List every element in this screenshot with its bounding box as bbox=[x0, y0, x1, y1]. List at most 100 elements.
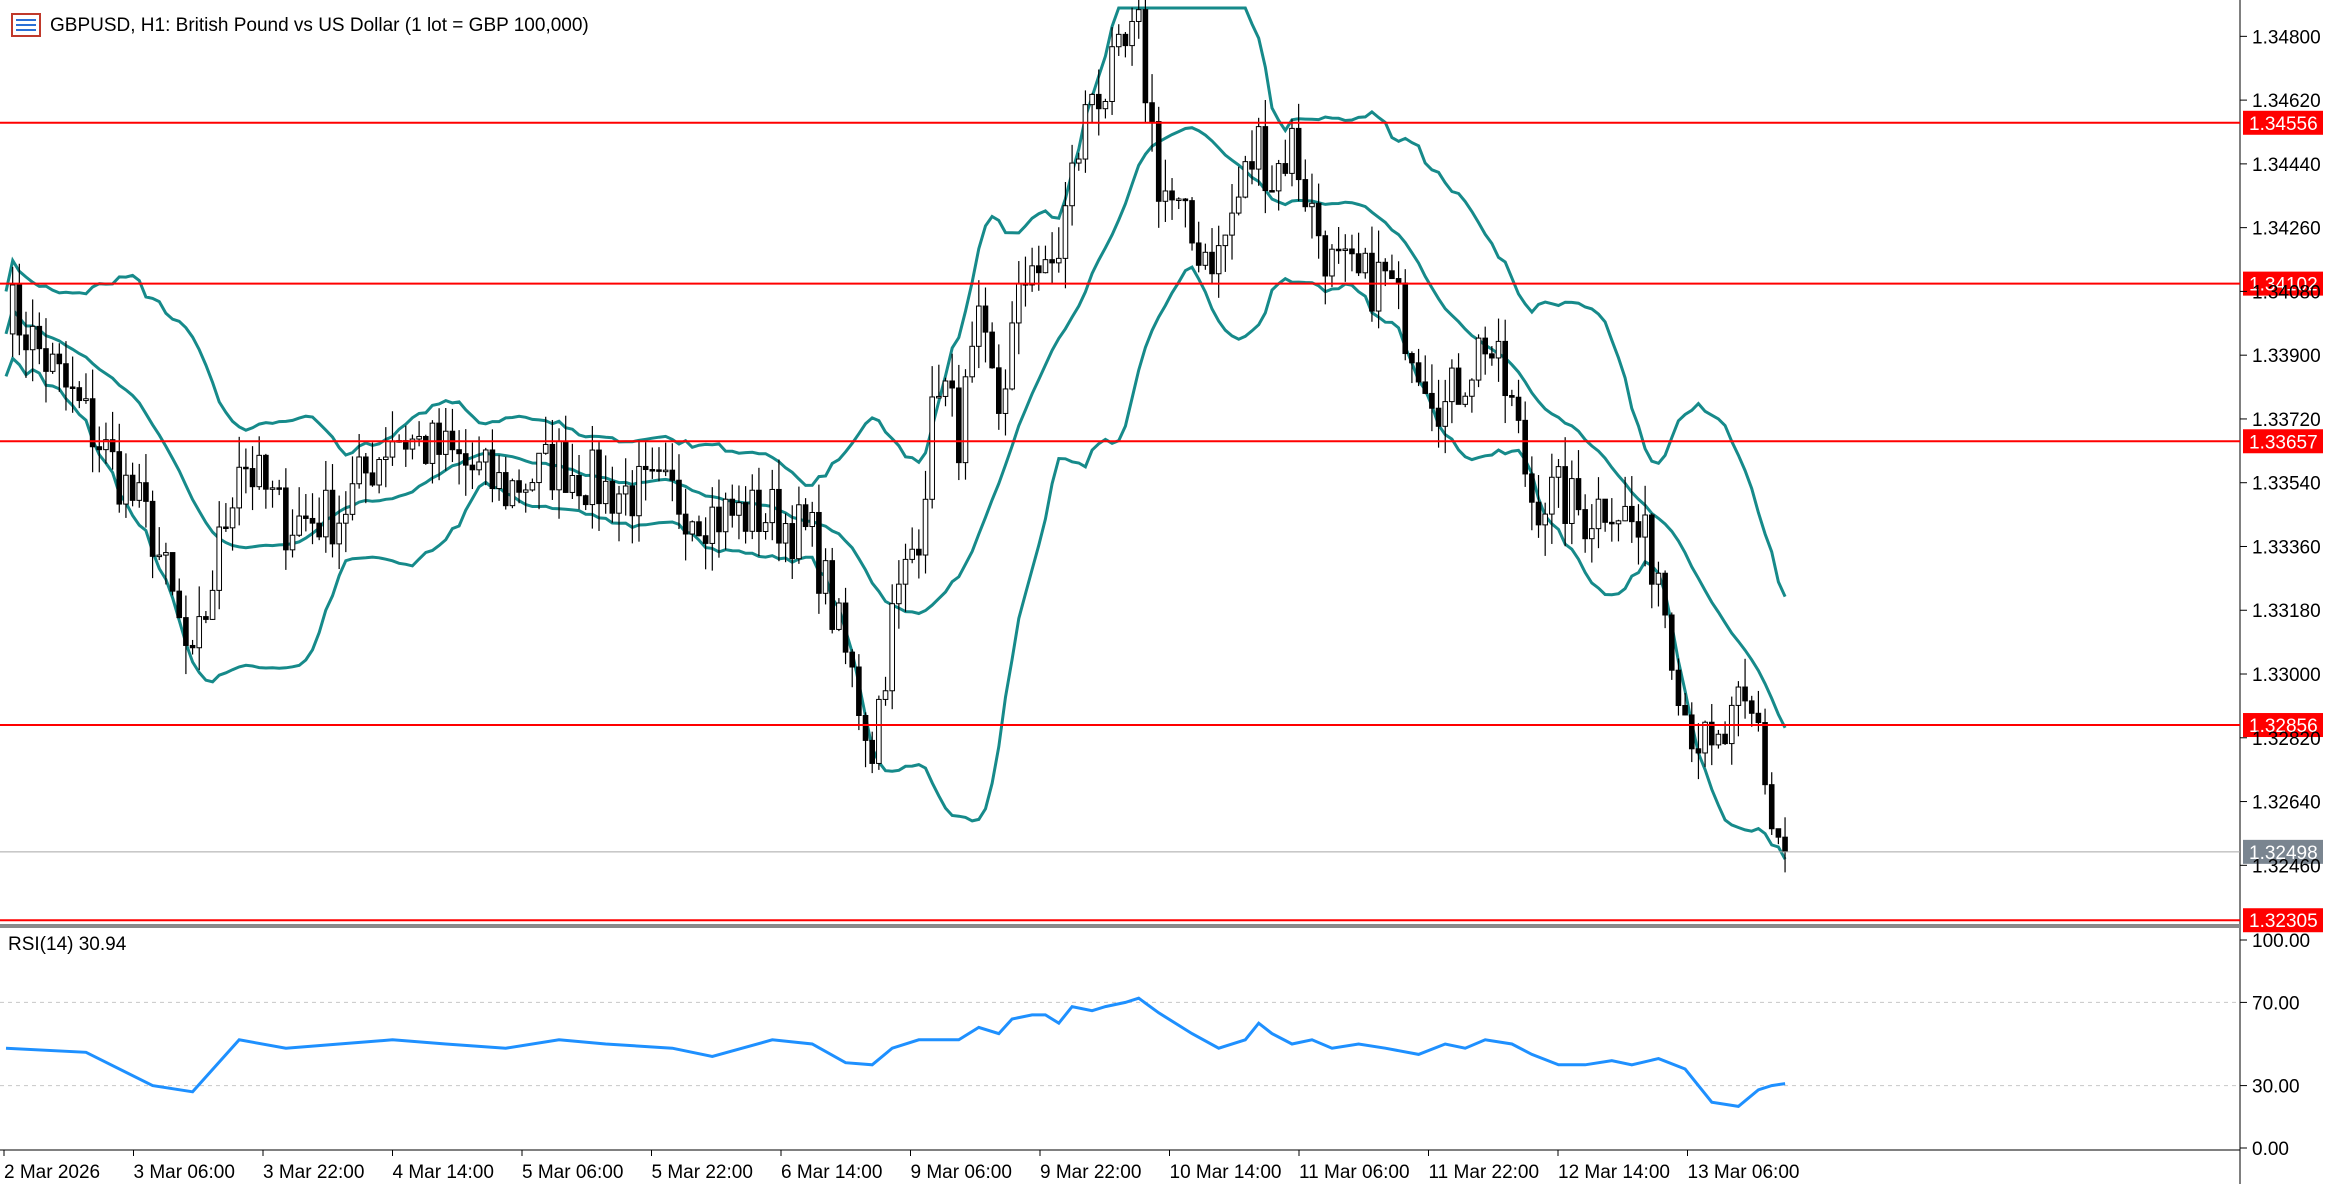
candle-body bbox=[96, 446, 103, 451]
level-tag-label: 1.34556 bbox=[2249, 114, 2318, 135]
candle-body bbox=[309, 517, 316, 524]
candle bbox=[996, 344, 1002, 430]
candle-body bbox=[49, 353, 56, 372]
candle-body bbox=[1708, 721, 1715, 746]
candle-body bbox=[1049, 259, 1055, 264]
candle bbox=[69, 356, 76, 413]
candle-body bbox=[196, 616, 203, 649]
candle bbox=[16, 263, 23, 356]
candle-body bbox=[1495, 340, 1502, 359]
candle bbox=[1635, 504, 1642, 565]
candle-body bbox=[1275, 163, 1282, 192]
candle bbox=[83, 373, 89, 404]
candle-body bbox=[1735, 686, 1742, 706]
candle bbox=[1049, 232, 1055, 284]
candle-body bbox=[1609, 521, 1615, 525]
candle-body bbox=[556, 440, 562, 491]
candle-body bbox=[1429, 392, 1435, 409]
candle bbox=[336, 495, 342, 570]
candle bbox=[1735, 681, 1742, 737]
time-tick-label: 10 Mar 14:00 bbox=[1170, 1162, 1282, 1183]
candle-body bbox=[229, 507, 236, 529]
candle-body bbox=[989, 331, 995, 369]
candle bbox=[289, 509, 296, 558]
candle bbox=[889, 584, 895, 710]
candle bbox=[1469, 378, 1475, 413]
candle bbox=[1462, 392, 1469, 408]
candle-body bbox=[1095, 93, 1102, 110]
candle-body bbox=[1302, 179, 1309, 208]
candle bbox=[1275, 159, 1282, 211]
candle-body bbox=[223, 526, 229, 530]
candle-body bbox=[1102, 100, 1109, 110]
candle-body bbox=[143, 482, 149, 502]
candle-body bbox=[136, 482, 143, 501]
candle-body bbox=[836, 602, 842, 630]
candle-body bbox=[63, 363, 69, 388]
candle-body bbox=[1035, 265, 1042, 274]
time-tick-label: 11 Mar 06:00 bbox=[1299, 1162, 1410, 1183]
price-tick-label: 1.34440 bbox=[2252, 155, 2321, 176]
candle-body bbox=[1382, 261, 1389, 272]
candle bbox=[1522, 401, 1528, 487]
candle bbox=[909, 527, 915, 564]
price-tick-label: 1.32460 bbox=[2252, 856, 2321, 877]
candle bbox=[1202, 243, 1209, 270]
candle bbox=[1702, 720, 1708, 768]
candle bbox=[1375, 230, 1382, 329]
candle bbox=[769, 469, 776, 541]
candle-body bbox=[756, 489, 762, 532]
chart-window-icon[interactable] bbox=[11, 13, 41, 37]
candle-body bbox=[16, 284, 23, 336]
level-tag bbox=[2243, 908, 2323, 933]
candle-body bbox=[176, 590, 183, 619]
candle bbox=[1682, 693, 1688, 716]
candle bbox=[1262, 99, 1269, 214]
candle-body bbox=[149, 500, 156, 557]
candle bbox=[1069, 144, 1075, 226]
candle bbox=[409, 434, 416, 460]
rsi-tick-label: 70.00 bbox=[2252, 993, 2300, 1014]
candle bbox=[636, 440, 642, 542]
horizontal-levels[interactable]: 1.34556 1.34102 1.33657 1.32856 1.32305 1.324… bbox=[0, 110, 2323, 933]
time-tick-label: 9 Mar 22:00 bbox=[1040, 1162, 1141, 1183]
candle-body bbox=[1135, 9, 1142, 22]
candle bbox=[1095, 69, 1102, 136]
candle bbox=[323, 460, 329, 553]
candle-body bbox=[303, 515, 309, 519]
candle bbox=[1135, 0, 1142, 39]
candle bbox=[729, 484, 736, 528]
candle bbox=[836, 598, 842, 632]
candle-body bbox=[1315, 202, 1322, 237]
candle bbox=[1282, 139, 1289, 177]
candle bbox=[1549, 453, 1555, 544]
candles[interactable] bbox=[9, 0, 1788, 873]
candle-body bbox=[482, 449, 489, 463]
candle bbox=[829, 547, 836, 634]
candle-body bbox=[1202, 251, 1209, 266]
candle bbox=[962, 369, 969, 480]
candle bbox=[1422, 355, 1429, 395]
time-tick-label: 13 Mar 06:00 bbox=[1688, 1162, 1800, 1183]
candle-body bbox=[216, 526, 223, 591]
candle bbox=[369, 442, 376, 487]
candle bbox=[502, 456, 509, 510]
candle-body bbox=[856, 666, 862, 716]
candle bbox=[1775, 828, 1782, 845]
candle-body bbox=[1602, 498, 1608, 523]
candle-body bbox=[382, 456, 389, 461]
candle bbox=[63, 341, 69, 411]
candle-body bbox=[369, 472, 376, 486]
candle-body bbox=[956, 387, 962, 464]
candle-body bbox=[1075, 158, 1082, 164]
candle-body bbox=[1715, 733, 1722, 746]
candle bbox=[736, 485, 742, 540]
candle bbox=[1409, 351, 1415, 384]
candle-body bbox=[902, 558, 909, 585]
candle bbox=[243, 448, 249, 494]
candle bbox=[842, 587, 849, 665]
candle-body bbox=[336, 522, 342, 545]
candle-body bbox=[1289, 127, 1295, 174]
candle bbox=[256, 436, 262, 490]
